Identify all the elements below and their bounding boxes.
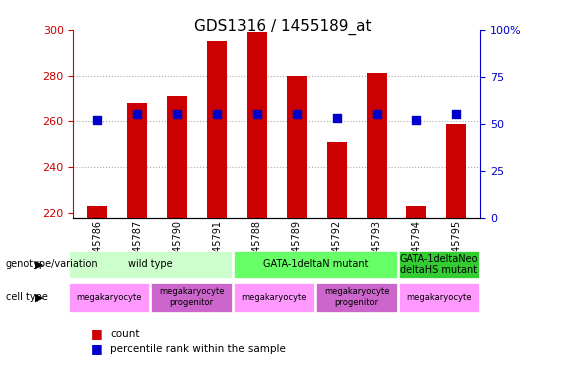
Point: [332, 115, 341, 121]
Text: megakaryocyte
progenitor: megakaryocyte progenitor: [159, 288, 224, 307]
FancyBboxPatch shape: [398, 283, 480, 312]
Text: GATA-1deltaNeo
deltaHS mutant: GATA-1deltaNeo deltaHS mutant: [400, 254, 478, 275]
Bar: [287, 76, 307, 217]
Text: megakaryocyte: megakaryocyte: [406, 292, 472, 302]
Bar: [88, 206, 107, 218]
Point: [412, 117, 421, 123]
Point: [452, 111, 461, 117]
Bar: [167, 96, 187, 218]
FancyBboxPatch shape: [233, 251, 397, 278]
FancyBboxPatch shape: [398, 251, 480, 278]
Text: GDS1316 / 1455189_at: GDS1316 / 1455189_at: [194, 19, 371, 35]
Text: megakaryocyte: megakaryocyte: [241, 292, 307, 302]
Bar: [367, 74, 386, 217]
FancyBboxPatch shape: [68, 251, 232, 278]
Text: megakaryocyte: megakaryocyte: [76, 292, 142, 302]
Text: percentile rank within the sample: percentile rank within the sample: [110, 344, 286, 354]
Bar: [406, 206, 427, 218]
Point: [133, 111, 142, 117]
Text: GATA-1deltaN mutant: GATA-1deltaN mutant: [263, 260, 368, 269]
Point: [173, 111, 182, 117]
Text: cell type: cell type: [6, 292, 47, 302]
Bar: [207, 41, 227, 218]
Bar: [127, 103, 147, 218]
Point: [292, 111, 301, 117]
Point: [372, 111, 381, 117]
Text: ▶: ▶: [35, 260, 44, 269]
Bar: [327, 142, 347, 218]
FancyBboxPatch shape: [68, 283, 150, 312]
Text: ▶: ▶: [35, 292, 44, 302]
Point: [212, 111, 221, 117]
Text: megakaryocyte
progenitor: megakaryocyte progenitor: [324, 288, 389, 307]
Point: [253, 111, 262, 117]
Text: genotype/variation: genotype/variation: [6, 260, 98, 269]
Text: wild type: wild type: [128, 260, 172, 269]
Bar: [446, 124, 466, 218]
Bar: [247, 32, 267, 218]
Text: ■: ■: [90, 342, 102, 355]
Point: [93, 117, 102, 123]
Text: count: count: [110, 329, 140, 339]
FancyBboxPatch shape: [233, 283, 315, 312]
FancyBboxPatch shape: [151, 283, 232, 312]
FancyBboxPatch shape: [316, 283, 397, 312]
Text: ■: ■: [90, 327, 102, 340]
